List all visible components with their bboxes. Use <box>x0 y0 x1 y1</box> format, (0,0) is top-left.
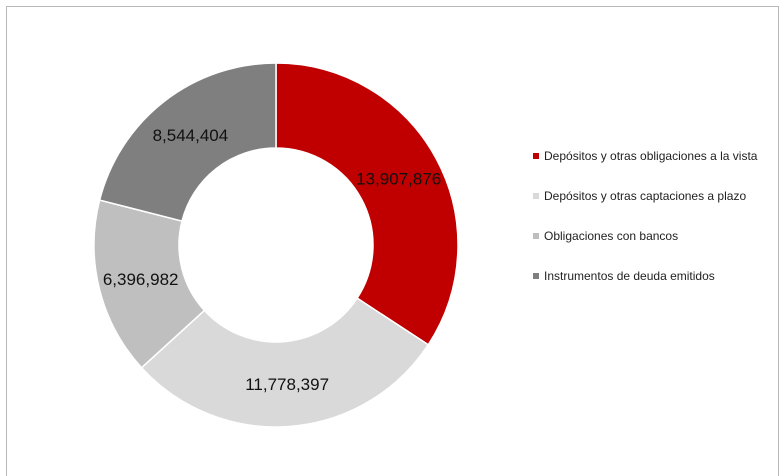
legend-swatch <box>533 153 539 159</box>
legend-label: Instrumentos de deuda emitidos <box>544 269 715 283</box>
legend-label: Depósitos y otras captaciones a plazo <box>544 189 747 203</box>
legend-label: Depósitos y otras obligaciones a la vist… <box>544 149 758 163</box>
data-label: 11,778,397 <box>245 375 329 394</box>
legend-label: Obligaciones con bancos <box>544 229 679 243</box>
legend-swatch <box>533 273 539 279</box>
donut-slices <box>93 62 459 428</box>
data-label: 8,544,404 <box>153 126 229 145</box>
legend-item-depositos-plazo: Depósitos y otras captaciones a plazo <box>533 188 773 204</box>
legend-swatch <box>533 233 539 239</box>
slice-depositos-vista <box>275 62 459 346</box>
data-label: 6,396,982 <box>103 270 179 289</box>
slice-depositos-plazo <box>140 297 430 428</box>
legend: Depósitos y otras obligaciones a la vist… <box>533 148 773 284</box>
data-label: 13,907,876 <box>356 170 441 189</box>
slice-instrumentos-deuda <box>98 62 277 222</box>
data-labels: 13,907,876 11,778,397 6,396,982 8,544,404 <box>103 126 441 394</box>
legend-item-obligaciones-bancos: Obligaciones con bancos <box>533 228 773 244</box>
legend-item-instrumentos-deuda: Instrumentos de deuda emitidos <box>533 268 773 284</box>
legend-swatch <box>533 193 539 199</box>
legend-item-depositos-vista: Depósitos y otras obligaciones a la vist… <box>533 148 773 164</box>
slice-obligaciones-bancos <box>93 199 206 369</box>
